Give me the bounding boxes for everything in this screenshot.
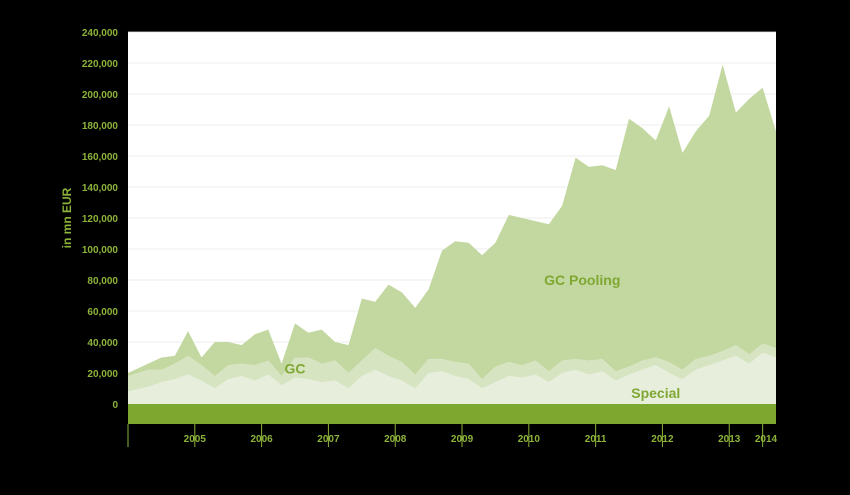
- y-tick-label: 40,000: [87, 338, 118, 349]
- y-axis: 240,000 220,000 200,000 180,000 160,000 140,0…: [82, 28, 119, 411]
- y-tick-label: 240,000: [82, 28, 119, 39]
- y-tick-label: 80,000: [87, 276, 118, 287]
- series-labels: GC Pooling GC Special: [285, 272, 681, 401]
- series-areas: [128, 64, 776, 404]
- x-tick-label: 2014: [755, 434, 778, 445]
- y-tick-label: 120,000: [82, 214, 119, 225]
- y-tick-label: 0: [112, 400, 118, 411]
- y-tick-label: 180,000: [82, 121, 119, 132]
- baseline-band: [128, 404, 776, 424]
- series-label: GC: [285, 360, 306, 376]
- series-area-gc-pooling: [128, 64, 776, 380]
- series-area-special: [128, 352, 776, 404]
- series-area-gc: [128, 343, 776, 392]
- y-tick-label: 20,000: [87, 369, 118, 380]
- x-axis: 2005 2006 2007 2008 2009 2010 2011 2012 2013 2014: [127, 424, 778, 447]
- y-tick-label: 220,000: [82, 59, 119, 70]
- y-tick-label: 160,000: [82, 152, 119, 163]
- series-label: Special: [631, 385, 680, 401]
- y-tick-label: 140,000: [82, 183, 119, 194]
- y-tick-label: 60,000: [87, 307, 118, 318]
- y-axis-label: in mn EUR: [60, 187, 74, 248]
- y-tick-label: 200,000: [82, 90, 119, 101]
- y-tick-label: 100,000: [82, 245, 119, 256]
- series-label: GC Pooling: [544, 272, 620, 288]
